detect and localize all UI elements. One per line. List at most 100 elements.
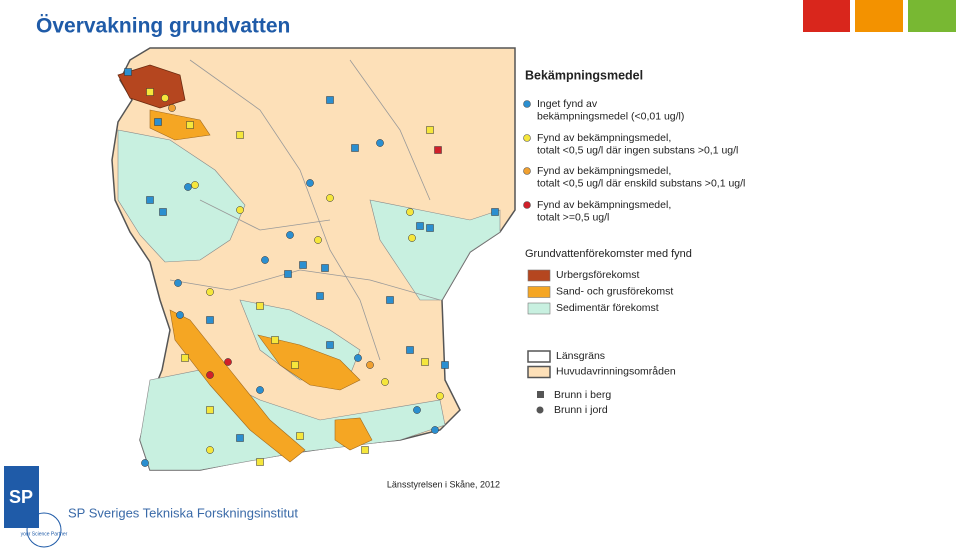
well-soil	[314, 236, 322, 244]
legend-marker	[523, 100, 531, 108]
legend-title: Bekämpningsmedel	[525, 68, 643, 82]
well-rock	[421, 358, 429, 366]
catchment-border	[349, 59, 431, 201]
well-rock	[124, 68, 132, 76]
catchment-border	[169, 269, 441, 301]
well-soil	[376, 139, 384, 147]
well-rock	[154, 118, 162, 126]
well-soil	[354, 354, 362, 362]
well-soil	[408, 234, 416, 242]
sand-area	[169, 309, 306, 463]
legend-title: Grundvattenförekomster med fynd	[525, 248, 692, 260]
well-rock	[361, 446, 369, 454]
well-rock	[321, 264, 329, 272]
legend: Bekämpningsmedel Inget fynd avbekämpnings…	[523, 68, 745, 416]
legend-swatch	[527, 286, 551, 298]
well-rock	[291, 361, 299, 369]
well-soil	[206, 371, 214, 379]
well-soil	[413, 406, 421, 414]
tagline: your Science Partner	[21, 531, 68, 537]
sand-area	[149, 109, 211, 141]
legend-label: Fynd av bekämpningsmedel,	[537, 199, 671, 211]
legend-marker	[523, 167, 531, 175]
legend-label: bekämpningsmedel (<0,01 ug/l)	[537, 110, 684, 122]
legend-label: Fynd av bekämpningsmedel,	[537, 132, 671, 144]
legend-label: Sedimentär förekomst	[556, 302, 659, 314]
well-rock	[441, 361, 449, 369]
well-rock	[416, 222, 424, 230]
well-rock	[206, 406, 214, 414]
legend-label: totalt <0,5 ug/l där enskild substans >0…	[537, 177, 745, 189]
well-rock	[316, 292, 324, 300]
footer: SP your Science Partner SP Sveriges Tekn…	[4, 466, 298, 548]
legend-swatch	[527, 350, 551, 363]
well-rock	[386, 296, 394, 304]
well-soil	[206, 288, 214, 296]
well-rock	[271, 336, 279, 344]
catchment-border	[189, 59, 381, 361]
sediment-area	[369, 199, 501, 301]
well-soil	[224, 358, 232, 366]
well-soil	[174, 279, 182, 287]
well-rock	[256, 302, 264, 310]
well-rock	[434, 146, 442, 154]
well-rock	[284, 270, 292, 278]
well-soil	[236, 206, 244, 214]
legend-label: Brunn i jord	[554, 404, 608, 416]
legend-label: Fynd av bekämpningsmedel,	[537, 165, 671, 177]
sediment-area	[139, 369, 446, 471]
well-rock	[426, 126, 434, 134]
well-rock	[326, 96, 334, 104]
well-rock	[146, 88, 154, 96]
slide-title: Övervakning grundvatten	[36, 15, 290, 38]
well-rock	[326, 341, 334, 349]
well-rock	[296, 432, 304, 440]
legend-label: Huvudavrinningsområden	[556, 365, 676, 377]
well-rock	[426, 224, 434, 232]
well-soil	[184, 183, 192, 191]
well-rock	[256, 458, 264, 466]
well-soil	[326, 194, 334, 202]
legend-swatch	[527, 269, 551, 282]
legend-marker	[523, 134, 531, 142]
well-soil	[168, 104, 176, 112]
well-soil	[141, 459, 149, 467]
well-rock	[146, 196, 154, 204]
well-rock	[206, 316, 214, 324]
well-soil	[191, 181, 199, 189]
logo: SP	[9, 487, 33, 507]
well-soil	[381, 378, 389, 386]
legend-marker	[523, 201, 531, 209]
well-rock	[351, 144, 359, 152]
legend-label: totalt >=0,5 ug/l	[537, 211, 609, 223]
well-soil	[256, 386, 264, 394]
well-rock	[236, 434, 244, 442]
legend-marker	[536, 406, 544, 414]
sand-area	[334, 417, 373, 451]
well-rock	[299, 261, 307, 269]
well-soil	[161, 94, 169, 102]
well-rock	[181, 354, 189, 362]
well-rock	[491, 208, 499, 216]
accent-orange	[855, 0, 903, 32]
map: Länsstyrelsen i Skåne, 2012	[111, 47, 516, 489]
organization: SP Sveriges Tekniska Forskningsinstitut	[68, 505, 298, 520]
legend-label: Inget fynd av	[537, 98, 598, 110]
legend-label: Brunn i berg	[554, 389, 611, 401]
legend-marker	[537, 391, 544, 398]
legend-label: totalt <0,5 ug/l där ingen substans >0,1…	[537, 144, 738, 156]
legend-label: Urbergsförekomst	[556, 269, 640, 281]
legend-label: Länsgräns	[556, 350, 605, 362]
well-soil	[261, 256, 269, 264]
legend-label: Sand- och grusförekomst	[556, 285, 673, 297]
well-soil	[306, 179, 314, 187]
well-rock	[186, 121, 194, 129]
legend-swatch	[527, 302, 551, 315]
well-rock	[406, 346, 414, 354]
well-soil	[176, 311, 184, 319]
well-rock	[236, 131, 244, 139]
well-soil	[286, 231, 294, 239]
sediment-area	[117, 129, 246, 263]
legend-swatch	[527, 365, 551, 379]
